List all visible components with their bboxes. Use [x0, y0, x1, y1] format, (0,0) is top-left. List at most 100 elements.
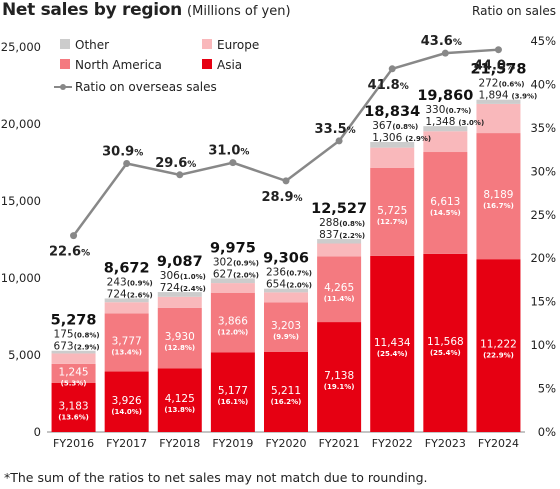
legend-label: Europe	[217, 38, 259, 52]
bar-ratio-label: (12.0%)	[218, 329, 249, 337]
ratio-label: 44.0%	[474, 59, 515, 74]
legend-label: Ratio on overseas sales	[75, 80, 217, 94]
bar-value-label: 6,613	[430, 196, 460, 208]
right-axis-tick-label: 35%	[530, 121, 556, 135]
other-value-label: 367	[372, 120, 392, 132]
left-axis-tick-label: 25,000	[1, 40, 41, 54]
x-axis-tick-label: FY2020	[265, 437, 306, 450]
left-axis-tick-label: 10,000	[1, 271, 41, 285]
bar-segment	[476, 133, 521, 260]
legend-swatch	[202, 59, 212, 69]
bar-value-label: 5,725	[377, 205, 407, 217]
other-value-label: 288	[319, 217, 339, 229]
other-ratio-label: (0.7%)	[446, 107, 472, 115]
x-axis-tick-label: FY2023	[425, 437, 466, 450]
ratio-label: 22.6%	[49, 245, 90, 260]
right-axis-tick-label: 20%	[530, 251, 556, 265]
bar-segment	[317, 243, 362, 257]
bar-segment	[104, 298, 149, 303]
total-value-label: 9,306	[263, 251, 309, 267]
chart-title-block: Net sales by region (Millions of yen)	[2, 0, 291, 20]
total-value-label: 5,278	[51, 313, 97, 329]
bar-ratio-label: (25.4%)	[377, 350, 408, 358]
bar-ratio-label: (14.5%)	[430, 209, 461, 217]
total-value-label: 19,860	[417, 88, 473, 104]
bar-segment	[157, 296, 202, 308]
ratio-label: 29.6%	[155, 156, 196, 171]
europe-value-label: 724	[160, 282, 180, 294]
bar-segment	[317, 322, 362, 432]
other-value-label: 306	[160, 270, 180, 282]
europe-ratio-label: (3.0%)	[458, 119, 484, 127]
total-value-label: 12,527	[311, 201, 367, 217]
bar-value-label: 11,434	[374, 337, 411, 349]
bar-segment	[51, 353, 96, 364]
europe-ratio-label: (2.2%)	[339, 232, 365, 240]
bar-segment	[210, 283, 255, 293]
legend-swatch	[60, 59, 70, 69]
left-axis-tick-label: 5,000	[8, 348, 41, 362]
total-value-label: 18,834	[364, 104, 420, 120]
left-axis-tick-label: 0	[34, 425, 41, 439]
right-axis-tick-label: 15%	[530, 295, 556, 309]
bar-value-label: 3,183	[59, 400, 89, 412]
ratio-point	[494, 46, 502, 54]
bar-segment	[264, 351, 308, 432]
ratio-label: 31.0%	[208, 144, 249, 159]
bar-ratio-label: (19.1%)	[324, 383, 355, 391]
x-axis-tick-label: FY2019	[212, 437, 253, 450]
ratio-point	[441, 49, 449, 57]
bar-segment	[370, 141, 415, 148]
europe-value-label: 654	[266, 279, 286, 291]
chart-title-unit: (Millions of yen)	[187, 4, 291, 19]
legend-label: Asia	[217, 58, 242, 72]
europe-value-label: 837	[319, 229, 339, 241]
other-value-label: 175	[54, 329, 74, 341]
bar-value-label: 5,211	[271, 385, 301, 397]
right-axis-tick-label: 40%	[530, 77, 556, 91]
europe-ratio-label: (2.4%)	[180, 285, 206, 293]
legend-swatch	[202, 39, 212, 49]
x-axis-tick-label: FY2024	[478, 437, 519, 450]
bar-ratio-label: (14.0%)	[111, 408, 142, 416]
bar-segment	[210, 352, 255, 432]
europe-value-label: 627	[213, 268, 233, 280]
bar-value-label: 11,222	[480, 339, 517, 351]
bar-segment	[264, 302, 308, 352]
bar-segment	[476, 99, 521, 104]
footnote: *The sum of the ratios to net sales may …	[4, 470, 428, 485]
other-ratio-label: (1.0%)	[180, 273, 206, 281]
bar-segment	[157, 292, 202, 297]
ratio-label: 41.8%	[368, 78, 409, 93]
total-value-label: 8,672	[104, 260, 150, 276]
ratio-point	[335, 137, 343, 145]
bar-value-label: 3,777	[112, 335, 142, 347]
bar-segment	[476, 259, 521, 432]
chart-title: Net sales by region	[2, 0, 182, 20]
europe-ratio-label: (2.9%)	[405, 135, 431, 143]
bar-segment	[370, 167, 415, 256]
bar-ratio-label: (12.7%)	[377, 218, 408, 226]
bar-segment	[264, 292, 308, 303]
bar-segment	[210, 278, 255, 284]
ratio-point	[70, 232, 78, 240]
x-axis-tick-label: FY2017	[106, 437, 147, 450]
bar-ratio-label: (11.4%)	[324, 295, 355, 303]
bar-value-label: 4,265	[324, 282, 354, 294]
x-axis-tick-label: FY2022	[372, 437, 413, 450]
bar-value-label: 1,245	[59, 366, 89, 378]
bar-ratio-label: (22.9%)	[483, 352, 514, 360]
chart-svg: 0 5,000 10,000 15,000 20,000 25,000 0% 5% 10% 15%…	[1, 34, 556, 450]
ratio-label: 28.9%	[261, 190, 302, 205]
bar-ratio-label: (25.4%)	[430, 349, 461, 357]
right-axis-tick-label: 0%	[538, 425, 556, 439]
other-ratio-label: (0.7%)	[286, 270, 312, 278]
bar-segment	[370, 255, 415, 432]
total-value-label: 9,087	[157, 254, 203, 270]
legend-label: Other	[75, 38, 109, 52]
total-value-label: 9,975	[210, 240, 256, 256]
bar-ratio-label: (9.9%)	[273, 333, 299, 341]
bar-segment	[210, 292, 255, 353]
other-value-label: 330	[425, 104, 445, 116]
bar-ratio-label: (13.4%)	[111, 348, 142, 356]
